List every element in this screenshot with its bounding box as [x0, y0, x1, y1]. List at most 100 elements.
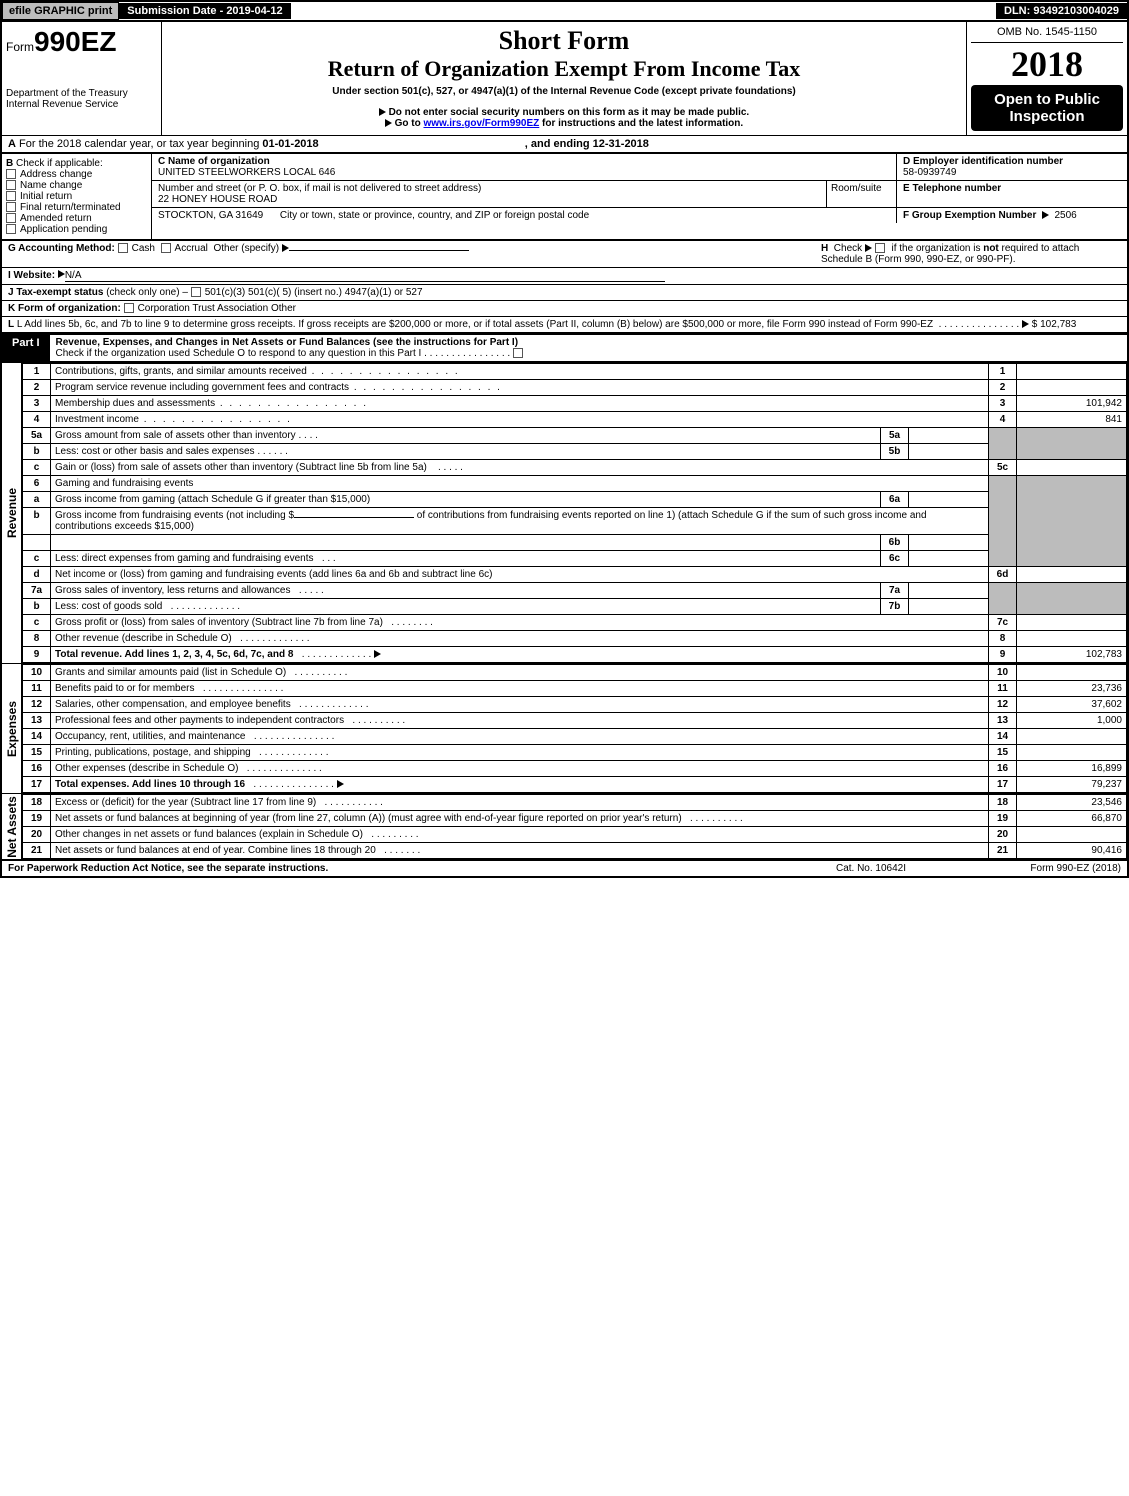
line-ref: 15	[989, 745, 1017, 761]
line-val: 16,899	[1017, 761, 1127, 777]
line-ref: 1	[989, 364, 1017, 380]
triangle-icon	[337, 780, 344, 788]
chk-application-pending[interactable]: Application pending	[6, 224, 147, 235]
triangle-icon	[1042, 211, 1049, 219]
table-row: bLess: cost of goods sold . . . . . . . …	[23, 599, 1127, 615]
row-g: G Accounting Method: Cash Accrual Other …	[8, 243, 821, 265]
checkbox-icon[interactable]	[513, 348, 523, 358]
line-val	[1017, 380, 1127, 396]
checkbox-icon[interactable]	[161, 243, 171, 253]
line-ref: 10	[989, 665, 1017, 681]
top-bar: efile GRAPHIC print Submission Date - 20…	[0, 0, 1129, 22]
line-val	[1017, 729, 1127, 745]
table-row: 17Total expenses. Add lines 10 through 1…	[23, 777, 1127, 793]
chk-name-change[interactable]: Name change	[6, 180, 147, 191]
cd-row-city: STOCKTON, GA 31649 City or town, state o…	[152, 208, 1127, 223]
line-val	[1017, 745, 1127, 761]
row-g-h: G Accounting Method: Cash Accrual Other …	[0, 241, 1129, 268]
line-val: 102,783	[1017, 647, 1127, 663]
line-ref: 4	[989, 412, 1017, 428]
table-row: 12Salaries, other compensation, and empl…	[23, 697, 1127, 713]
checkbox-icon[interactable]	[191, 287, 201, 297]
table-row: 14 Occupancy, rent, utilities, and mainte…	[23, 729, 1127, 745]
irs-link[interactable]: www.irs.gov/Form990EZ	[423, 118, 539, 129]
chk-final-return[interactable]: Final return/terminated	[6, 202, 147, 213]
line-ref: 8	[989, 631, 1017, 647]
header-bullet-1: Do not enter social security numbers on …	[166, 107, 962, 118]
col-cd: C Name of organization UNITED STEELWORKE…	[152, 154, 1127, 239]
block-city: STOCKTON, GA 31649 City or town, state o…	[152, 208, 897, 223]
table-row: 2Program service revenue including gover…	[23, 380, 1127, 396]
table-row: 9Total revenue. Add lines 1, 2, 3, 4, 5c…	[23, 647, 1127, 663]
omb-number: OMB No. 1545-1150	[971, 26, 1123, 43]
line-no: 8	[23, 631, 51, 647]
checkbox-icon[interactable]	[124, 303, 134, 313]
line-no: 5a	[23, 428, 51, 444]
row-k-orgform: K Form of organization: Corporation Trus…	[0, 301, 1129, 317]
group-exemption-value: 2506	[1054, 210, 1076, 221]
line-desc: Gross profit or (loss) from sales of inv…	[55, 617, 383, 628]
table-row: aGross income from gaming (attach Schedu…	[23, 492, 1127, 508]
chk-address-change[interactable]: Address change	[6, 169, 147, 180]
triangle-icon	[58, 270, 65, 278]
chk-amended-return[interactable]: Amended return	[6, 213, 147, 224]
efile-print-button[interactable]: efile GRAPHIC print	[2, 2, 119, 20]
part1-title-text: Revenue, Expenses, and Changes in Net As…	[56, 337, 519, 348]
block-e-phone: E Telephone number	[897, 181, 1127, 207]
line-ref: 14	[989, 729, 1017, 745]
label-d: D Employer identification number	[903, 156, 1121, 167]
footer-left: For Paperwork Reduction Act Notice, see …	[8, 863, 781, 874]
line-val: 101,942	[1017, 396, 1127, 412]
h-not: not	[983, 243, 999, 254]
line-desc: Membership dues and assessments	[55, 398, 215, 409]
line-desc: Other revenue (describe in Schedule O)	[55, 633, 232, 644]
row-a-begin: 01-01-2018	[262, 138, 318, 150]
line-desc: Occupancy, rent, utilities, and maintena…	[55, 731, 245, 742]
form-number: Form990EZ	[6, 26, 157, 58]
row-i-website: I Website: N/A	[0, 268, 1129, 285]
label-i: I Website:	[8, 270, 55, 282]
form-number-value: 990EZ	[34, 26, 117, 57]
line-no: c	[23, 615, 51, 631]
sub-no: 5b	[881, 444, 909, 460]
line-desc: Less: cost of goods sold	[55, 601, 162, 612]
checkbox-icon[interactable]	[118, 243, 128, 253]
line-no: 18	[23, 795, 51, 811]
netassets-table: 18Excess or (deficit) for the year (Subt…	[22, 794, 1127, 859]
line-val: 90,416	[1017, 843, 1127, 859]
sub-no: 5a	[881, 428, 909, 444]
sub-no: 7a	[881, 583, 909, 599]
line-no: 11	[23, 681, 51, 697]
triangle-icon	[865, 244, 872, 252]
sub-no: 6a	[881, 492, 909, 508]
row-a-end: 12-31-2018	[593, 138, 649, 150]
bullet1-text: Do not enter social security numbers on …	[389, 107, 750, 118]
line-ref: 16	[989, 761, 1017, 777]
table-row: cGain or (loss) from sale of assets othe…	[23, 460, 1127, 476]
line-desc: Gain or (loss) from sale of assets other…	[55, 462, 427, 473]
bullet2-pre: Go to	[395, 118, 424, 129]
row-h: H Check if the organization is not requi…	[821, 243, 1121, 265]
line-val	[1017, 631, 1127, 647]
line-desc: Gaming and fundraising events	[55, 478, 193, 489]
j-note: (check only one) –	[106, 287, 188, 298]
line-ref: 9	[989, 647, 1017, 663]
header-right-col: OMB No. 1545-1150 2018 Open to Public In…	[967, 22, 1127, 135]
line-desc: Printing, publications, postage, and shi…	[55, 747, 251, 758]
line-ref: 13	[989, 713, 1017, 729]
part1-label: Part I	[2, 335, 50, 361]
short-form-title: Short Form	[166, 26, 962, 56]
sub-val	[909, 444, 989, 460]
chk-initial-return[interactable]: Initial return	[6, 191, 147, 202]
expenses-table: 10 Grants and similar amounts paid (list …	[22, 664, 1127, 793]
j-opts: 501(c)(3) 501(c)( 5) (insert no.) 4947(a…	[205, 287, 423, 298]
open-public-badge: Open to Public Inspection	[971, 85, 1123, 131]
dln-label: DLN: 93492103004029	[996, 3, 1127, 19]
k-opts: Corporation Trust Association Other	[138, 303, 296, 314]
checkbox-icon[interactable]	[875, 243, 885, 253]
expenses-section: Expenses 10Grants and similar amounts pa…	[0, 664, 1129, 794]
line-desc: Contributions, gifts, grants, and simila…	[55, 366, 307, 377]
revenue-section: Revenue 1Contributions, gifts, grants, a…	[0, 363, 1129, 664]
line-val: 23,736	[1017, 681, 1127, 697]
line-desc: Grants and similar amounts paid (list in…	[55, 667, 286, 678]
